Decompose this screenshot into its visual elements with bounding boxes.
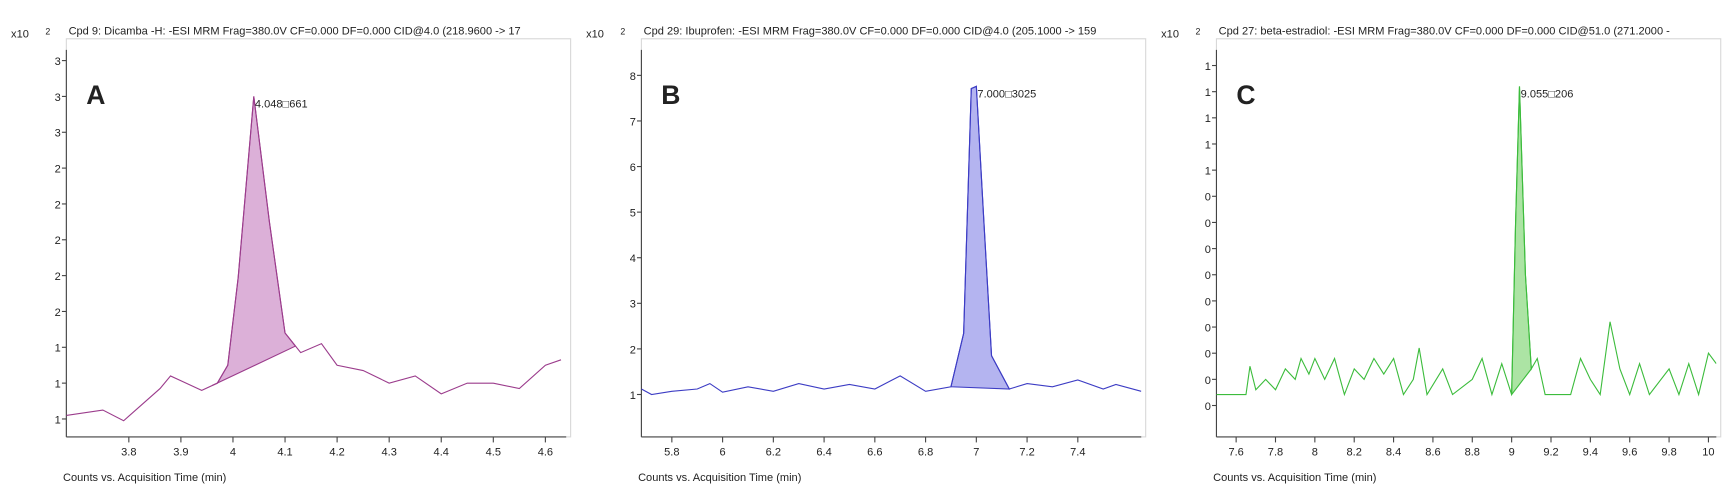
y-tick-label: 1 (1205, 139, 1211, 151)
y-tick-label: 1 (1205, 61, 1211, 73)
x-tick-label: 4.3 (381, 447, 396, 459)
y-tick-label: 2 (630, 344, 636, 356)
y-tick-label: 0 (1205, 322, 1211, 334)
y-tick-label: 1 (55, 379, 61, 391)
chart-title: Cpd 9: Dicamba -H: -ESI MRM Frag=380.0V … (69, 25, 521, 37)
y-tick-label: 1 (630, 390, 636, 402)
chart-title: Cpd 29: Ibuprofen: -ESI MRM Frag=380.0V … (644, 25, 1097, 37)
scale-exponent: 2 (1195, 26, 1200, 36)
panel-label: C (1236, 80, 1255, 110)
y-tick-label: 2 (55, 235, 61, 247)
x-tick-label: 10 (1702, 447, 1714, 459)
x-tick-label: 5.8 (664, 447, 679, 459)
x-tick-label: 4.2 (329, 447, 344, 459)
peak-area (950, 85, 1011, 390)
y-tick-label: 3 (55, 56, 61, 68)
x-tick-label: 8 (1312, 447, 1318, 459)
x-tick-label: 7.6 (1228, 447, 1243, 459)
x-axis-label: Counts vs. Acquisition Time (min) (638, 472, 801, 484)
chart-title: Cpd 27: beta-estradiol: -ESI MRM Frag=38… (1219, 25, 1670, 37)
x-tick-label: 9.6 (1622, 447, 1637, 459)
x-tick-label: 7.8 (1268, 447, 1283, 459)
plot-frame (1215, 38, 1722, 438)
x-axis-label: Counts vs. Acquisition Time (min) (63, 472, 226, 484)
x-tick-label: 6.2 (766, 447, 781, 459)
trace-line (1216, 86, 1717, 397)
x-tick-label: 9 (1509, 447, 1515, 459)
y-tick-label: 7 (630, 116, 636, 128)
x-tick-label: 7.4 (1070, 447, 1085, 459)
peak-label: 9.055□206 (1521, 89, 1574, 101)
y-tick-label: 2 (55, 199, 61, 211)
x-tick-label: 9.4 (1583, 447, 1598, 459)
x-tick-label: 4.4 (434, 447, 449, 459)
y-tick-label: 1 (55, 343, 61, 355)
y-tick-label: 0 (1205, 218, 1211, 230)
y-tick-label: 0 (1205, 296, 1211, 308)
y-tick-label: 0 (1205, 244, 1211, 256)
y-tick-label: 6 (630, 162, 636, 174)
panel-label: A (86, 80, 105, 110)
peak-label: 7.000□3025 (977, 88, 1036, 100)
y-tick-label: 1 (1205, 113, 1211, 125)
x-tick-label: 3.9 (173, 447, 188, 459)
y-tick-label: 0 (1205, 270, 1211, 282)
y-tick-label: 2 (55, 271, 61, 283)
peak-area (211, 96, 297, 387)
x-tick-label: 6.4 (816, 447, 831, 459)
y-tick-label: 3 (55, 128, 61, 140)
y-tick-label: 3 (630, 299, 636, 311)
y-tick-label: 4 (630, 253, 636, 265)
scale-base: x10 (11, 29, 29, 41)
peak-label: 4.048□661 (255, 98, 308, 110)
peak-area (1511, 86, 1532, 397)
x-tick-label: 9.2 (1543, 447, 1558, 459)
y-tick-label: 0 (1205, 192, 1211, 204)
plot-frame (640, 38, 1147, 438)
trace-line (641, 85, 1142, 396)
scale-exponent: 2 (45, 26, 50, 36)
x-tick-label: 4.5 (486, 447, 501, 459)
y-tick-label: 5 (630, 208, 636, 220)
y-tick-label: 0 (1205, 401, 1211, 413)
x-tick-label: 9.8 (1661, 447, 1676, 459)
y-tick-label: 2 (55, 164, 61, 176)
x-tick-label: 8.6 (1425, 447, 1440, 459)
trace-line (66, 96, 562, 422)
scale-exponent: 2 (620, 26, 625, 36)
y-tick-label: 1 (1205, 87, 1211, 99)
y-tick-label: 0 (1205, 375, 1211, 387)
x-tick-label: 7 (973, 447, 979, 459)
x-tick-label: 8.4 (1386, 447, 1401, 459)
x-tick-label: 4.1 (277, 447, 292, 459)
x-tick-label: 6.8 (918, 447, 933, 459)
y-tick-label: 3 (55, 92, 61, 104)
plot-frame (65, 38, 572, 438)
x-tick-label: 8.8 (1465, 447, 1480, 459)
x-tick-label: 6 (720, 447, 726, 459)
y-tick-label: 1 (1205, 166, 1211, 178)
y-tick-label: 8 (630, 71, 636, 83)
y-tick-label: 2 (55, 307, 61, 319)
x-tick-label: 4 (230, 447, 236, 459)
panel-label: B (661, 80, 680, 110)
y-tick-label: 0 (1205, 349, 1211, 361)
x-axis-label: Counts vs. Acquisition Time (min) (1213, 472, 1376, 484)
x-tick-label: 7.2 (1019, 447, 1034, 459)
x-tick-label: 6.6 (867, 447, 882, 459)
x-tick-label: 8.2 (1347, 447, 1362, 459)
y-tick-label: 1 (55, 414, 61, 426)
x-tick-label: 4.6 (538, 447, 553, 459)
scale-base: x10 (1161, 29, 1179, 41)
x-tick-label: 3.8 (121, 447, 136, 459)
scale-base: x10 (586, 29, 604, 41)
